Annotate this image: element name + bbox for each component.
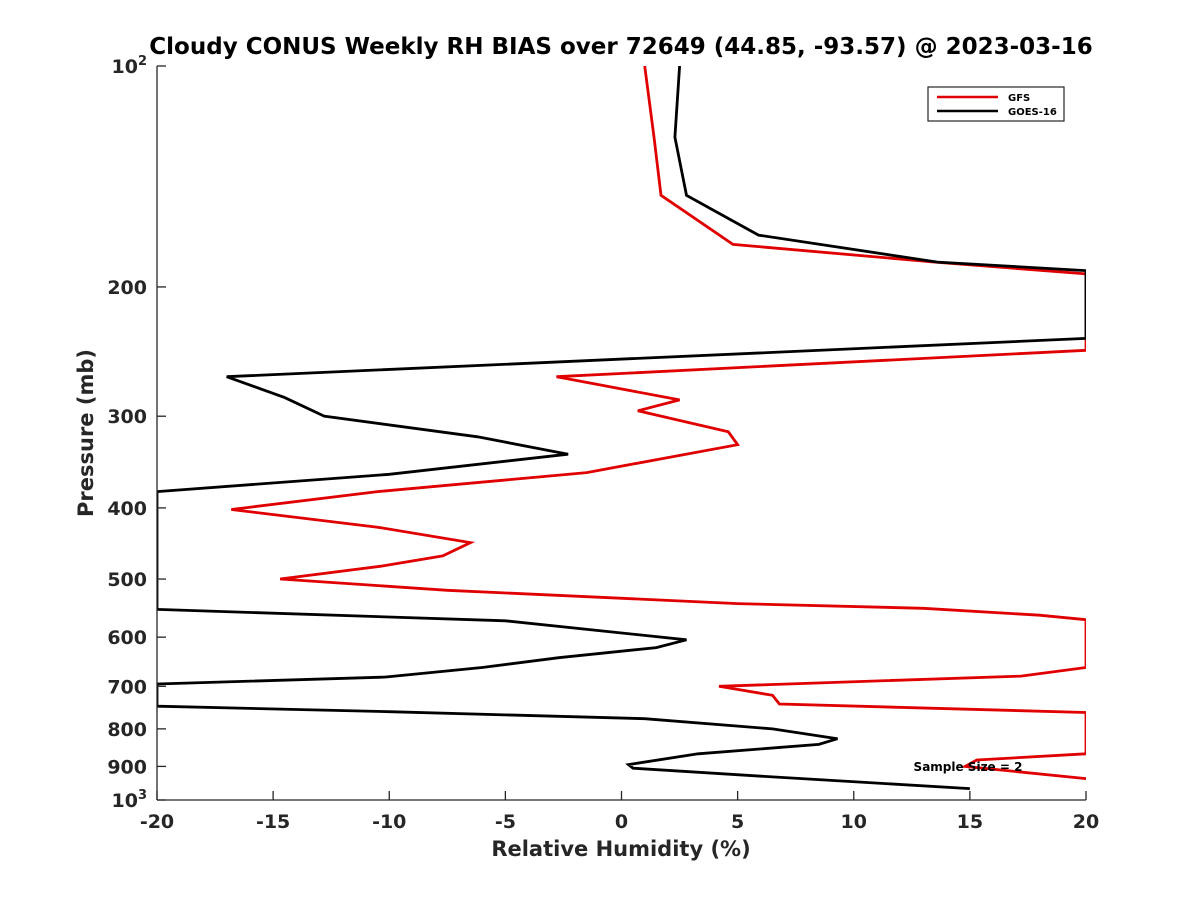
x-tick-label: -15	[256, 811, 290, 833]
chart-title: Cloudy CONUS Weekly RH BIAS over 72649 (…	[149, 34, 1092, 60]
series-line-goes-16	[157, 66, 1086, 790]
y-tick-label: 600	[107, 627, 147, 649]
x-tick-label: 15	[957, 811, 983, 833]
x-tick-label: 10	[841, 811, 867, 833]
x-axis-label: Relative Humidity (%)	[491, 837, 750, 861]
y-tick-label: 300	[107, 406, 147, 428]
y-tick-label: 103	[112, 788, 148, 812]
y-tick-label: 200	[107, 277, 147, 299]
legend: GFS GOES-16	[927, 86, 1065, 122]
y-tick-label: 400	[107, 498, 147, 520]
series-line-gfs	[231, 66, 1086, 780]
y-tick-label: 102	[112, 54, 148, 78]
legend-box	[927, 86, 1065, 122]
x-tick-label: 20	[1073, 811, 1099, 833]
y-tick-label: 900	[107, 756, 147, 778]
x-tick-label: 5	[731, 811, 744, 833]
y-axis-label: Pressure (mb)	[74, 349, 98, 517]
x-tick-label: -5	[495, 811, 516, 833]
x-tick-label: -20	[140, 811, 174, 833]
y-tick-label: 500	[107, 569, 147, 591]
x-axis-ticks: -20 -15 -10 -5 0 5 10 15 20	[140, 791, 1099, 833]
x-tick-label: -10	[372, 811, 406, 833]
x-tick-label: 0	[615, 811, 628, 833]
y-tick-label: 700	[107, 676, 147, 698]
y-axis-ticks: 102 200 300 400 500 600 700 800 900 103	[107, 54, 166, 812]
legend-label: GOES-16	[1008, 107, 1057, 118]
y-tick-label: 800	[107, 719, 147, 741]
legend-label: GFS	[1008, 93, 1030, 104]
sample-size-annotation: Sample Size = 2	[914, 760, 1023, 774]
